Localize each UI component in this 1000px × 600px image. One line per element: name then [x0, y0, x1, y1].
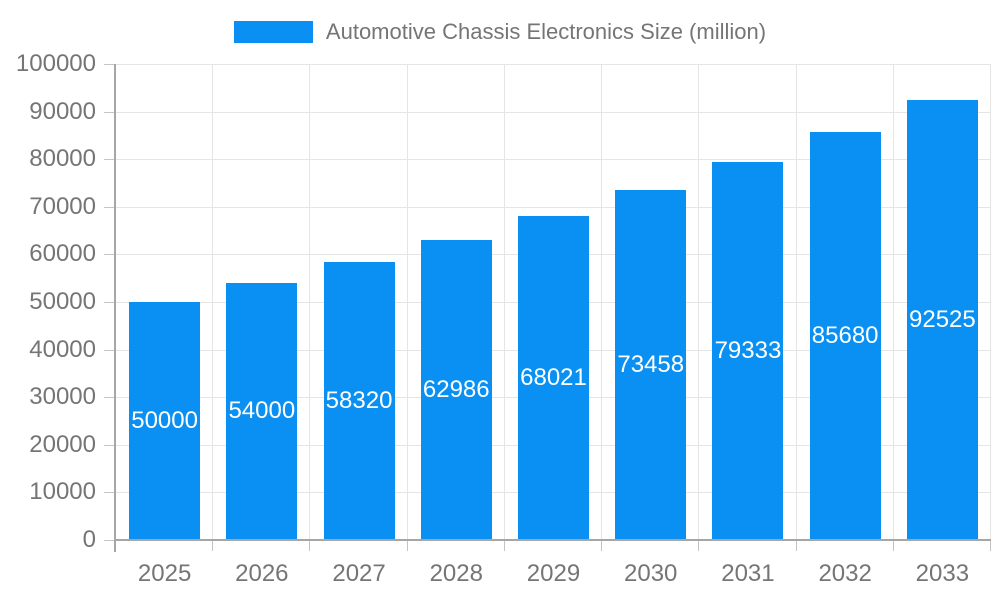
h-gridline	[116, 159, 991, 161]
legend: Automotive Chassis Electronics Size (mil…	[0, 21, 1000, 43]
y-tick-label: 20000	[29, 430, 96, 458]
x-tick	[698, 540, 700, 551]
y-tick-label: 60000	[29, 240, 96, 268]
y-tick	[104, 444, 116, 446]
y-tick-label: 30000	[29, 383, 96, 411]
y-tick-label: 100000	[15, 50, 96, 77]
y-tick-label: 70000	[29, 192, 96, 220]
x-tick-label: 2033	[915, 560, 970, 587]
x-tick	[990, 540, 991, 551]
bar[interactable]	[809, 132, 881, 540]
y-tick-label: 40000	[29, 335, 96, 363]
h-gridline	[116, 111, 991, 113]
x-tick	[212, 540, 214, 551]
y-tick	[104, 111, 116, 113]
x-tick	[795, 540, 797, 551]
y-tick	[104, 540, 116, 541]
v-gridline	[795, 64, 797, 540]
y-tick	[104, 206, 116, 208]
plot-area: 0 10000 20000 30000 40000 50000 60000 70000 8000…	[16, 50, 991, 587]
bar[interactable]	[712, 162, 784, 540]
bar[interactable]	[615, 190, 687, 540]
y-tick-label: 10000	[29, 478, 96, 506]
v-gridline	[892, 64, 894, 540]
x-tick-label: 2027	[332, 560, 386, 587]
x-tick	[601, 540, 603, 551]
bar-value-label: 68021	[520, 364, 587, 392]
x-tick-label: 2026	[235, 560, 289, 587]
x-tick-label: 2025	[137, 560, 192, 587]
x-axis-line	[116, 539, 991, 541]
v-gridline	[406, 64, 408, 540]
y-tick	[104, 254, 116, 256]
bar[interactable]	[420, 240, 492, 540]
legend-item[interactable]: Automotive Chassis Electronics Size (mil…	[233, 19, 767, 44]
h-gridline	[116, 206, 991, 208]
x-tick	[309, 540, 311, 551]
y-tick	[104, 349, 116, 351]
bar-value-label: 58320	[325, 387, 393, 415]
v-gridline	[503, 64, 505, 540]
y-tick-label: 80000	[29, 145, 96, 173]
x-tick	[892, 540, 894, 551]
x-tick	[503, 540, 505, 551]
bar-value-label: 79333	[714, 337, 782, 365]
x-tick-label: 2032	[818, 560, 872, 587]
bar[interactable]	[518, 216, 589, 540]
x-tick-label: 2030	[624, 560, 678, 587]
bar[interactable]	[226, 282, 298, 540]
v-gridline	[309, 64, 311, 540]
y-axis-line	[114, 64, 116, 552]
legend-swatch	[233, 21, 313, 43]
v-gridline	[601, 64, 603, 540]
chart-title: Automotive Chassis Electronics Size (mil…	[325, 19, 767, 44]
x-tick	[406, 540, 408, 551]
v-gridline	[212, 64, 214, 540]
y-tick-label: 50000	[29, 288, 96, 315]
x-tick-label: 2031	[721, 560, 775, 587]
bar-value-label: 73458	[617, 351, 685, 379]
bar-value-label: 92525	[909, 305, 976, 333]
y-tick-label: 90000	[29, 97, 96, 125]
y-tick	[104, 64, 116, 65]
bar[interactable]	[323, 262, 395, 540]
bar[interactable]	[906, 99, 978, 540]
x-tick-label: 2029	[526, 560, 581, 587]
bar[interactable]	[129, 302, 201, 540]
bar-value-label: 62986	[422, 376, 490, 404]
v-gridline	[990, 64, 991, 540]
y-tick	[104, 397, 116, 399]
y-tick	[104, 302, 116, 303]
bar-value-label: 85680	[811, 322, 879, 350]
y-tick-label: 0	[82, 526, 96, 553]
h-gridline	[116, 64, 991, 65]
v-gridline	[698, 64, 700, 540]
bar-value-label: 54000	[228, 397, 296, 425]
y-tick	[104, 492, 116, 494]
bar-value-label: 50000	[131, 407, 198, 434]
x-tick-label: 2028	[429, 560, 483, 587]
y-tick	[104, 159, 116, 161]
